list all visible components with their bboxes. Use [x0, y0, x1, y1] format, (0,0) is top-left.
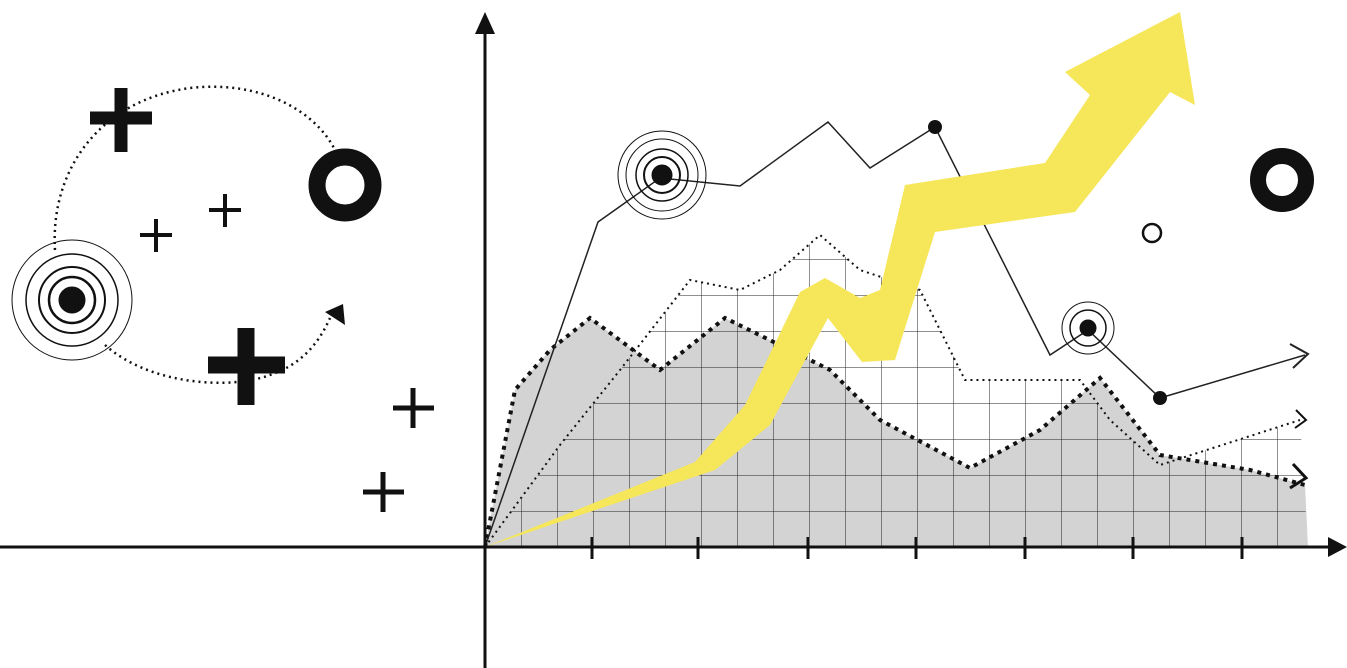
ring — [1141, 222, 1163, 244]
dot — [1153, 391, 1167, 405]
orbit-arrow — [325, 304, 345, 325]
grid-area-outline — [484, 233, 1301, 548]
dot — [928, 120, 942, 134]
target — [1061, 301, 1115, 355]
dotted-orbit — [53, 85, 337, 251]
x-axis-arrow — [1328, 537, 1347, 557]
arrow-head — [1289, 462, 1309, 490]
target — [11, 239, 133, 361]
y-axis-arrow — [475, 12, 495, 34]
yellow-arrow — [485, 12, 1195, 547]
arrow-head — [1289, 343, 1310, 369]
gray-area-outline — [483, 315, 1306, 548]
ring — [308, 148, 382, 222]
dotted-orbit — [104, 317, 332, 384]
target — [617, 130, 707, 220]
x-ticks — [590, 537, 1244, 559]
ring — [1250, 148, 1314, 212]
plus — [90, 88, 434, 512]
arrow-head — [1294, 409, 1308, 429]
